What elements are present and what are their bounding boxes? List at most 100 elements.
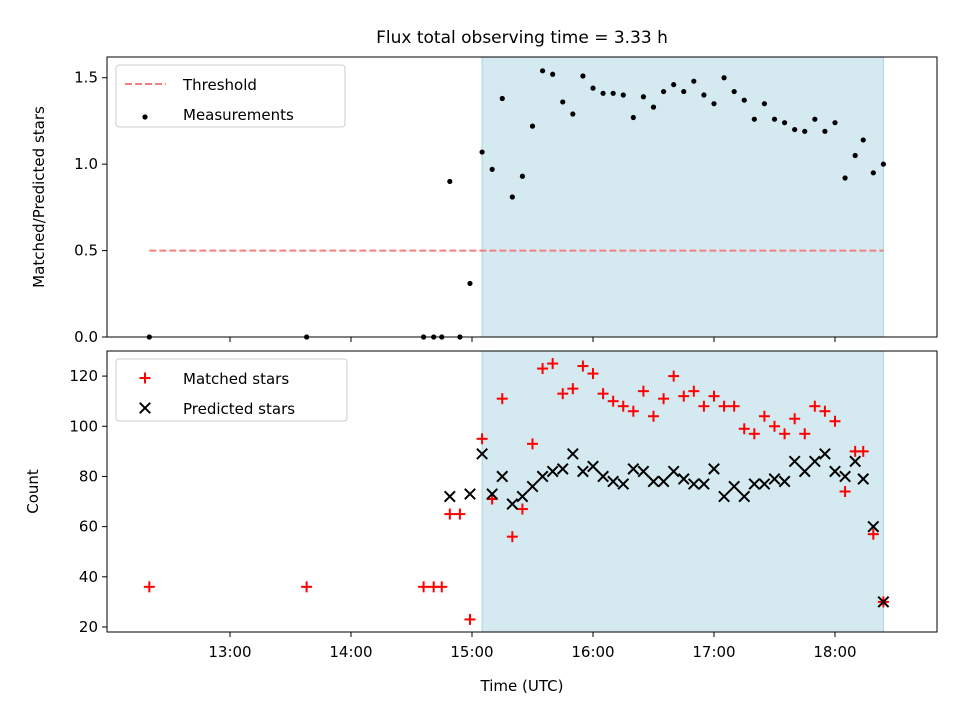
data-point [560, 99, 566, 105]
data-point [779, 428, 791, 440]
data-point-shape [822, 128, 828, 134]
data-point-b [627, 463, 640, 475]
data-point [496, 393, 508, 405]
data-point-shape [467, 280, 473, 287]
data-point [839, 470, 851, 483]
data-point [527, 438, 538, 450]
data-point [640, 94, 647, 100]
data-point [880, 161, 887, 167]
data-point [580, 73, 586, 79]
plot-frame [106, 350, 938, 633]
y-tick-label: 60 [79, 518, 98, 536]
data-point-shape [590, 85, 596, 91]
data-point [771, 116, 778, 122]
data-point [486, 488, 499, 500]
data-point-b [546, 465, 559, 478]
data-point [708, 463, 720, 475]
data-point [597, 470, 609, 483]
chart-title: Flux total observing time = 3.33 h [376, 28, 668, 48]
data-point [728, 480, 741, 493]
legend-box [115, 358, 348, 422]
legend-marker [139, 402, 151, 414]
data-point [418, 581, 430, 593]
legend-marker [142, 114, 148, 120]
y-tick-label: 1.0 [74, 155, 98, 173]
data-point [681, 88, 687, 95]
x-tick-label: 13:00 [208, 643, 251, 661]
data-point [570, 111, 576, 117]
data-point [476, 433, 488, 445]
data-point [768, 473, 781, 485]
data-point [557, 388, 569, 400]
data-point [620, 92, 626, 98]
x-tick-label: 16:00 [571, 643, 614, 661]
legend-label: Threshold [182, 76, 257, 94]
data-point [436, 581, 448, 593]
data-point-b [758, 478, 771, 490]
data-point-b [819, 447, 831, 460]
data-point-shape [479, 149, 485, 155]
data-point [617, 478, 630, 490]
data-point-b [718, 490, 730, 503]
data-point-shape [570, 111, 576, 117]
data-point-b [617, 478, 630, 490]
data-point-b [647, 475, 660, 488]
data-point-shape [539, 68, 546, 74]
data-point [550, 71, 556, 77]
data-point [778, 475, 791, 488]
data-point-b [687, 478, 700, 490]
data-point-shape [731, 88, 737, 95]
data-point [536, 470, 549, 483]
data-point [556, 463, 569, 475]
data-point [657, 475, 670, 488]
data-point-b [657, 475, 670, 488]
data-point [566, 447, 579, 460]
data-point [808, 455, 821, 468]
y-tick-label: 120 [69, 367, 98, 385]
data-point [496, 470, 509, 483]
count-panel: 20 40 60 80 100 120 13:00 14:00 15:00 16:00 17:00 1… [24, 350, 938, 661]
data-point-b [506, 498, 519, 510]
data-point [748, 428, 760, 440]
data-point [867, 528, 879, 540]
data-point [506, 531, 518, 543]
data-point [464, 613, 476, 625]
data-point [842, 175, 848, 181]
data-point [577, 360, 589, 372]
data-point [721, 75, 727, 81]
data-point-b [486, 488, 499, 500]
x-tick-label: 17:00 [692, 643, 735, 661]
legend-marker [139, 372, 151, 384]
data-point [761, 101, 768, 107]
data-point [526, 480, 539, 493]
data-point-shape [870, 170, 876, 176]
data-point [648, 410, 659, 422]
data-point-shape [610, 90, 616, 96]
data-point-b [728, 480, 741, 493]
data-point [630, 114, 636, 121]
data-point-b [839, 470, 851, 483]
data-point-shape [519, 173, 526, 179]
data-point [454, 508, 466, 520]
y-tick-label: 40 [79, 568, 98, 586]
data-point [781, 120, 788, 126]
data-point [860, 137, 866, 143]
data-point [738, 490, 751, 503]
series-predicted-stars [443, 447, 890, 608]
data-point-b [556, 463, 569, 475]
data-point-shape [671, 82, 677, 88]
data-point-shape [660, 88, 667, 95]
data-point [812, 116, 818, 122]
data-point [718, 490, 730, 503]
data-point-shape [761, 101, 768, 107]
data-point-shape [509, 194, 515, 200]
data-point-b [597, 470, 609, 483]
data-point-b [516, 490, 529, 503]
data-point [647, 475, 660, 488]
data-point-b [667, 465, 680, 478]
y-axis-label: Matched/Predicted stars [30, 106, 48, 288]
data-point [711, 101, 717, 107]
data-point [731, 88, 737, 95]
data-point-shape [691, 78, 697, 84]
